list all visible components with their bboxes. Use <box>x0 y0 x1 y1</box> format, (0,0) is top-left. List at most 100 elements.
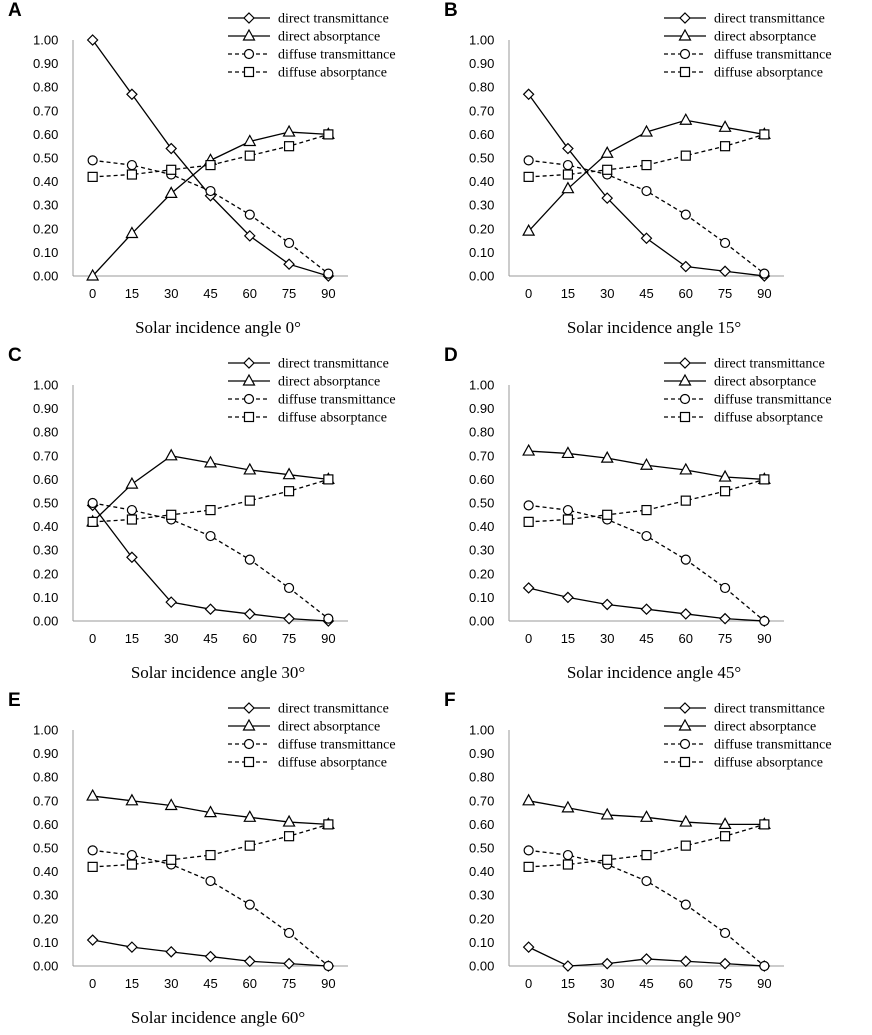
series-direct-absorptance <box>86 124 335 281</box>
data-point <box>282 814 296 827</box>
data-point <box>283 486 295 497</box>
y-tick-label: 0.10 <box>33 590 58 605</box>
y-tick-label: 1.00 <box>469 33 494 48</box>
data-point <box>323 129 334 140</box>
data-point <box>523 516 534 527</box>
data-point <box>165 142 178 155</box>
data-point <box>244 150 255 161</box>
x-tick-label: 60 <box>679 631 693 646</box>
y-tick-label: 0.70 <box>469 103 494 118</box>
panel-f: F 0.00 0.10 0.20 0.30 0.40 0.50 0.60 0.70 0.80 0.… <box>436 690 872 1035</box>
series-direct-absorptance <box>522 443 771 484</box>
data-point <box>205 185 216 197</box>
y-tick-label: 0.80 <box>33 80 58 95</box>
x-tick-label: 60 <box>243 631 257 646</box>
legend-marker <box>679 48 691 60</box>
data-point <box>641 875 652 887</box>
legend-marker <box>679 702 691 714</box>
data-point <box>679 112 693 125</box>
data-point <box>562 514 574 525</box>
data-point <box>641 849 652 861</box>
y-tick-label: 0.90 <box>33 401 58 416</box>
data-point <box>282 467 296 480</box>
panel-caption: Solar incidence angle 30° <box>130 663 306 682</box>
data-point <box>126 551 138 564</box>
y-tick-label: 0.40 <box>469 864 494 879</box>
panel-letter: D <box>444 345 458 366</box>
legend-label: direct transmittance <box>278 702 389 717</box>
data-point <box>164 448 178 461</box>
data-point <box>283 258 295 271</box>
legend-marker <box>679 393 691 405</box>
data-point <box>639 810 654 822</box>
data-point <box>86 268 100 281</box>
legend-label: direct absorptance <box>714 30 816 45</box>
y-tick-label: 0.00 <box>33 614 58 629</box>
data-point <box>679 260 692 273</box>
x-tick-label: 75 <box>282 286 296 301</box>
y-tick-label: 0.20 <box>469 911 494 926</box>
series-direct-transmittance <box>522 582 771 627</box>
data-point <box>759 615 770 627</box>
legend-item: direct transmittance <box>228 12 389 27</box>
x-tick-label: 90 <box>321 286 335 301</box>
legend-label: direct transmittance <box>714 357 825 372</box>
data-point <box>244 840 255 851</box>
y-tick-label: 0.30 <box>33 198 58 213</box>
data-point <box>86 934 99 946</box>
data-point <box>243 134 257 147</box>
data-point <box>640 603 653 616</box>
x-tick-label: 60 <box>243 286 257 301</box>
x-tick-label: 60 <box>243 976 257 991</box>
data-point <box>283 612 295 625</box>
data-point <box>244 554 255 565</box>
legend-label: direct absorptance <box>278 720 380 735</box>
data-point <box>282 124 296 137</box>
panel-caption: Solar incidence angle 45° <box>566 663 742 682</box>
x-tick-label: 90 <box>757 631 771 646</box>
x-tick-label: 15 <box>561 976 575 991</box>
y-tick-label: 0.00 <box>33 269 58 284</box>
y-tick-label: 0.90 <box>33 56 58 71</box>
chart-b: 0.00 0.10 0.20 0.30 0.40 0.50 0.60 0.70 0.80 0.90… <box>469 12 832 302</box>
legend-item: direct absorptance <box>664 373 816 390</box>
x-tick-label: 75 <box>282 631 296 646</box>
x-tick-label: 30 <box>600 631 614 646</box>
legend-label: direct absorptance <box>278 375 380 390</box>
x-tick-label: 75 <box>718 976 732 991</box>
legend-label: diffuse transmittance <box>278 738 396 753</box>
y-tick-label: 0.80 <box>469 80 494 95</box>
y-tick-label: 0.90 <box>469 401 494 416</box>
y-tick-label: 0.10 <box>469 245 494 260</box>
legend-marker <box>243 357 255 369</box>
data-point <box>639 457 654 470</box>
legend: direct transmittance direct absorptance di… <box>664 12 832 81</box>
data-point <box>126 514 138 525</box>
legend-item: direct transmittance <box>664 357 825 372</box>
y-tick-label: 0.30 <box>469 198 494 213</box>
data-point <box>719 612 731 625</box>
chart-a: 0.00 0.10 0.20 0.30 0.40 0.50 0.60 0.70 0.80 0.90… <box>33 12 396 302</box>
x-tick-label: 75 <box>718 286 732 301</box>
y-tick-label: 1.00 <box>33 33 58 48</box>
legend-label: diffuse transmittance <box>714 48 832 63</box>
data-point <box>86 788 100 801</box>
legend-item: diffuse transmittance <box>228 393 396 408</box>
data-point <box>719 265 731 278</box>
legend-label: diffuse absorptance <box>714 411 823 426</box>
legend-item: direct transmittance <box>664 12 825 27</box>
data-point <box>522 793 536 806</box>
data-point <box>680 150 691 161</box>
y-tick-label: 0.80 <box>33 425 58 440</box>
y-tick-label: 0.00 <box>469 269 494 284</box>
legend-marker <box>678 373 692 386</box>
panel-b: B 0.00 0.10 0.20 0.30 0.40 0.50 0.60 0.70 0.80 0.… <box>436 0 872 345</box>
data-point <box>166 164 177 175</box>
legend-item: diffuse transmittance <box>228 738 396 753</box>
data-point <box>759 129 770 140</box>
data-point <box>243 955 256 968</box>
data-point <box>125 476 139 489</box>
data-point <box>126 859 138 870</box>
data-point <box>323 613 334 624</box>
y-tick-label: 0.50 <box>469 496 494 511</box>
